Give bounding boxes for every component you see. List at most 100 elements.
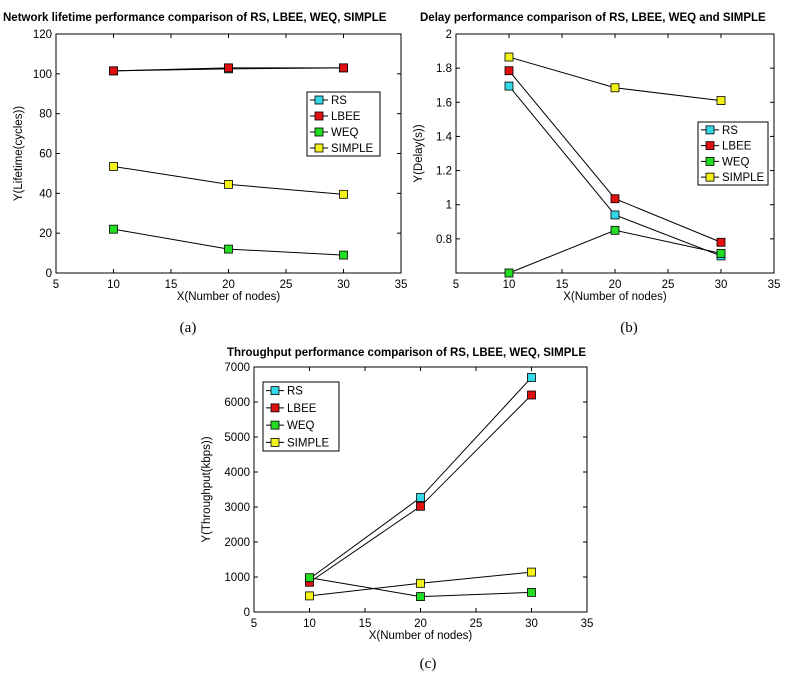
x-tick-label: 25 xyxy=(280,279,293,291)
y-axis-label: Y(Delay(s)) xyxy=(413,124,425,182)
data-point-simple xyxy=(339,189,348,199)
chart-title: Throughput performance comparison of RS,… xyxy=(227,347,586,359)
y-tick-label: 0 xyxy=(244,607,250,619)
x-axis-label: X(Number of nodes) xyxy=(563,291,667,303)
legend-label-lbee: LBEE xyxy=(287,403,317,415)
data-point-simple xyxy=(305,591,314,601)
data-point-weq xyxy=(109,224,118,234)
data-point-weq xyxy=(527,588,536,597)
data-point-simple xyxy=(224,179,233,189)
y-axis-label: Y(Throughput(kbps)) xyxy=(201,436,213,542)
x-tick-label: 20 xyxy=(414,618,427,630)
x-tick-label: 15 xyxy=(165,279,178,291)
y-tick-label: 0.8 xyxy=(436,234,452,246)
x-tick-label: 5 xyxy=(453,279,459,291)
x-tick-label: 35 xyxy=(768,279,781,291)
data-point-weq xyxy=(504,268,514,278)
legend-label-weq: WEQ xyxy=(287,420,315,432)
y-tick-label: 4000 xyxy=(224,467,250,479)
legend-label-simple: SIMPLE xyxy=(287,437,330,449)
chart-b: Delay performance comparison of RS, LBEE… xyxy=(413,12,780,336)
y-tick-label: 100 xyxy=(33,69,52,81)
y-tick-label: 40 xyxy=(39,188,52,200)
x-tick-label: 30 xyxy=(525,618,538,630)
series-line-rs xyxy=(309,377,532,580)
chart-caption: (b) xyxy=(620,320,638,336)
y-tick-label: 1.4 xyxy=(436,131,453,143)
data-point-lbee xyxy=(504,66,514,76)
legend-label-simple: SIMPLE xyxy=(331,143,374,155)
chart-a: Network lifetime performance comparison … xyxy=(3,12,407,336)
data-point-simple xyxy=(416,578,425,588)
data-point-lbee xyxy=(416,501,425,511)
legend-label-rs: RS xyxy=(287,386,303,398)
legend-marker-rs xyxy=(705,125,715,135)
legend-label-rs: RS xyxy=(722,125,738,137)
chart-title: Network lifetime performance comparison … xyxy=(3,12,387,24)
data-point-rs xyxy=(527,373,536,382)
data-point-weq xyxy=(610,225,620,235)
x-tick-label: 30 xyxy=(337,279,350,291)
legend-label-simple: SIMPLE xyxy=(722,172,765,184)
legend-label-weq: WEQ xyxy=(722,156,750,168)
legend-label-rs: RS xyxy=(331,95,347,107)
legend: RS LBEE WEQ SIMPLE xyxy=(306,91,381,157)
legend-label-lbee: LBEE xyxy=(331,111,361,123)
data-point-lbee xyxy=(527,390,536,400)
legend: RS LBEE WEQ SIMPLE xyxy=(697,121,769,186)
legend-label-lbee: LBEE xyxy=(722,141,752,153)
x-tick-label: 5 xyxy=(251,618,257,630)
data-point-lbee xyxy=(224,63,233,73)
legend-marker-weq xyxy=(314,127,324,137)
x-tick-label: 20 xyxy=(222,279,235,291)
x-tick-label: 10 xyxy=(503,279,516,291)
data-point-rs xyxy=(504,81,514,91)
data-point-rs xyxy=(416,493,425,502)
x-tick-label: 20 xyxy=(609,279,622,291)
x-axis-label: X(Number of nodes) xyxy=(369,630,473,642)
legend-marker-simple xyxy=(705,172,715,182)
y-tick-label: 0 xyxy=(46,268,52,280)
x-tick-label: 35 xyxy=(395,279,408,291)
legend-marker-simple xyxy=(270,437,280,447)
y-tick-label: 2000 xyxy=(224,537,250,549)
y-tick-label: 5000 xyxy=(224,432,250,444)
y-axis-label: Y(Lifetime(cycles)) xyxy=(13,106,25,201)
data-point-weq xyxy=(339,250,348,260)
x-tick-label: 25 xyxy=(662,279,675,291)
legend-marker-weq xyxy=(705,156,715,166)
data-point-lbee xyxy=(109,66,118,76)
y-tick-label: 1 xyxy=(446,200,452,212)
chart-caption: (c) xyxy=(420,656,437,672)
legend-marker-lbee xyxy=(270,403,280,413)
y-tick-label: 3000 xyxy=(224,502,250,514)
legend-marker-lbee xyxy=(705,141,715,151)
data-point-weq xyxy=(716,248,726,258)
data-point-simple xyxy=(504,52,514,62)
legend-label-weq: WEQ xyxy=(331,127,359,139)
data-point-simple xyxy=(527,567,536,577)
data-point-lbee xyxy=(716,237,726,247)
y-tick-label: 120 xyxy=(33,29,52,41)
data-point-simple xyxy=(716,96,726,105)
y-tick-label: 1000 xyxy=(224,572,250,584)
legend: RS LBEE WEQ SIMPLE xyxy=(262,381,340,452)
x-tick-label: 15 xyxy=(556,279,569,291)
data-point-simple xyxy=(610,83,620,93)
x-tick-label: 25 xyxy=(470,618,483,630)
legend-marker-rs xyxy=(314,95,324,105)
data-point-weq xyxy=(416,592,425,601)
y-tick-label: 1.6 xyxy=(436,97,452,109)
chart-c: Throughput performance comparison of RS,… xyxy=(201,347,593,672)
y-tick-label: 60 xyxy=(39,149,52,161)
x-tick-label: 30 xyxy=(715,279,728,291)
x-tick-label: 15 xyxy=(359,618,372,630)
chart-title: Delay performance comparison of RS, LBEE… xyxy=(420,12,766,24)
y-tick-label: 2 xyxy=(446,29,452,41)
chart-caption: (a) xyxy=(180,320,197,336)
x-tick-label: 5 xyxy=(53,279,59,291)
x-tick-label: 10 xyxy=(303,618,316,630)
y-tick-label: 6000 xyxy=(224,397,250,409)
legend-marker-simple xyxy=(314,143,324,153)
